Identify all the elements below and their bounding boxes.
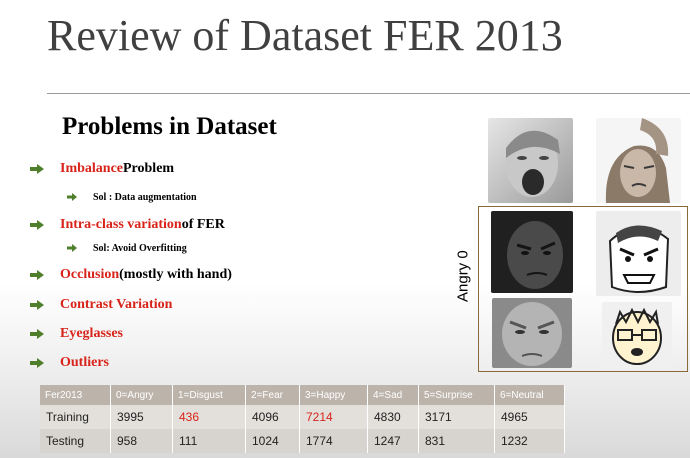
bullet-keyword: Contrast Variation: [60, 297, 173, 312]
face-image-screaming: [488, 118, 573, 203]
title-divider: [47, 93, 690, 94]
face-image-cartoon-angry: [596, 211, 681, 296]
arrow-icon: [30, 164, 60, 174]
table-row: Testing 958 111 1024 1774 1247 831 1232: [40, 429, 565, 453]
bullet-imbalance: Imbalance Problem: [30, 158, 174, 180]
bullet-contrast: Contrast Variation: [30, 294, 172, 316]
table-header: 4=Sad: [367, 385, 419, 405]
bullet-outliers: Outliers: [30, 352, 109, 374]
bullet-intra-class: Intra-class variation of FER: [30, 214, 225, 236]
arrow-icon: [30, 270, 60, 280]
table-header-row: Fer2013 0=Angry 1=Disgust 2=Fear 3=Happy…: [40, 385, 565, 405]
table-cell: 4830: [367, 405, 419, 429]
table-cell: 831: [418, 429, 495, 453]
arrow-icon: [30, 329, 60, 339]
bullet-occlusion: Occlusion (mostly with hand): [30, 264, 232, 286]
arrow-icon: [67, 193, 93, 201]
bullet-keyword: Outliers: [60, 355, 109, 370]
bullet-text: of FER: [181, 217, 225, 232]
table-cell: 4096: [245, 405, 300, 429]
table-header: Fer2013: [40, 385, 111, 405]
slide-title: Review of Dataset FER 2013: [47, 11, 563, 60]
table-header: 0=Angry: [110, 385, 173, 405]
sub-bullet-augmentation: Sol : Data augmentation: [67, 188, 197, 206]
table-cell: 958: [110, 429, 173, 453]
table-cell: 1247: [367, 429, 419, 453]
face-image-dark-angry: [491, 211, 573, 293]
table-cell: 4965: [494, 405, 565, 429]
table-cell: Training: [40, 405, 111, 429]
fer2013-class-distribution-table: Fer2013 0=Angry 1=Disgust 2=Fear 3=Happy…: [40, 385, 565, 453]
table-cell: 3995: [110, 405, 173, 429]
table-cell: 3171: [418, 405, 495, 429]
bullet-keyword: Occlusion: [60, 267, 120, 282]
face-image-cartoon-glasses: [602, 302, 672, 368]
table-cell: 1774: [299, 429, 368, 453]
table-header: 5=Surprise: [418, 385, 495, 405]
table-cell: 7214: [299, 405, 368, 429]
arrow-icon: [30, 300, 60, 310]
bullet-keyword: Eyeglasses: [60, 326, 123, 341]
bullet-eyeglasses: Eyeglasses: [30, 323, 123, 345]
bullet-text: (mostly with hand): [119, 267, 232, 282]
table-cell: 111: [172, 429, 246, 453]
arrow-icon: [30, 358, 60, 368]
face-image-frowning: [492, 298, 572, 368]
arrow-icon: [30, 220, 60, 230]
arrow-icon: [67, 244, 93, 252]
bullet-keyword: Intra-class variation: [60, 217, 182, 232]
bullet-text: Problem: [123, 161, 175, 176]
table-header: 2=Fear: [245, 385, 300, 405]
sub-bullet-text: Sol : Data augmentation: [93, 191, 197, 203]
table-header: 6=Neutral: [494, 385, 565, 405]
table-header: 3=Happy: [299, 385, 368, 405]
table-cell: 436: [172, 405, 246, 429]
face-image-hand-on-head: [596, 118, 681, 203]
sub-bullet-overfitting: Sol: Avoid Overfitting: [67, 239, 187, 257]
angry-examples-frame: [478, 206, 688, 372]
sub-bullet-text: Sol: Avoid Overfitting: [93, 242, 187, 254]
table-cell: 1024: [245, 429, 300, 453]
table-row: Training 3995 436 4096 7214 4830 3171 49…: [40, 405, 565, 429]
table-header: 1=Disgust: [172, 385, 246, 405]
angry-label: Angry 0: [454, 250, 472, 302]
table-cell: Testing: [40, 429, 111, 453]
bullet-keyword: Imbalance: [60, 161, 123, 176]
table-cell: 1232: [494, 429, 565, 453]
slide-subtitle: Problems in Dataset: [62, 113, 277, 140]
